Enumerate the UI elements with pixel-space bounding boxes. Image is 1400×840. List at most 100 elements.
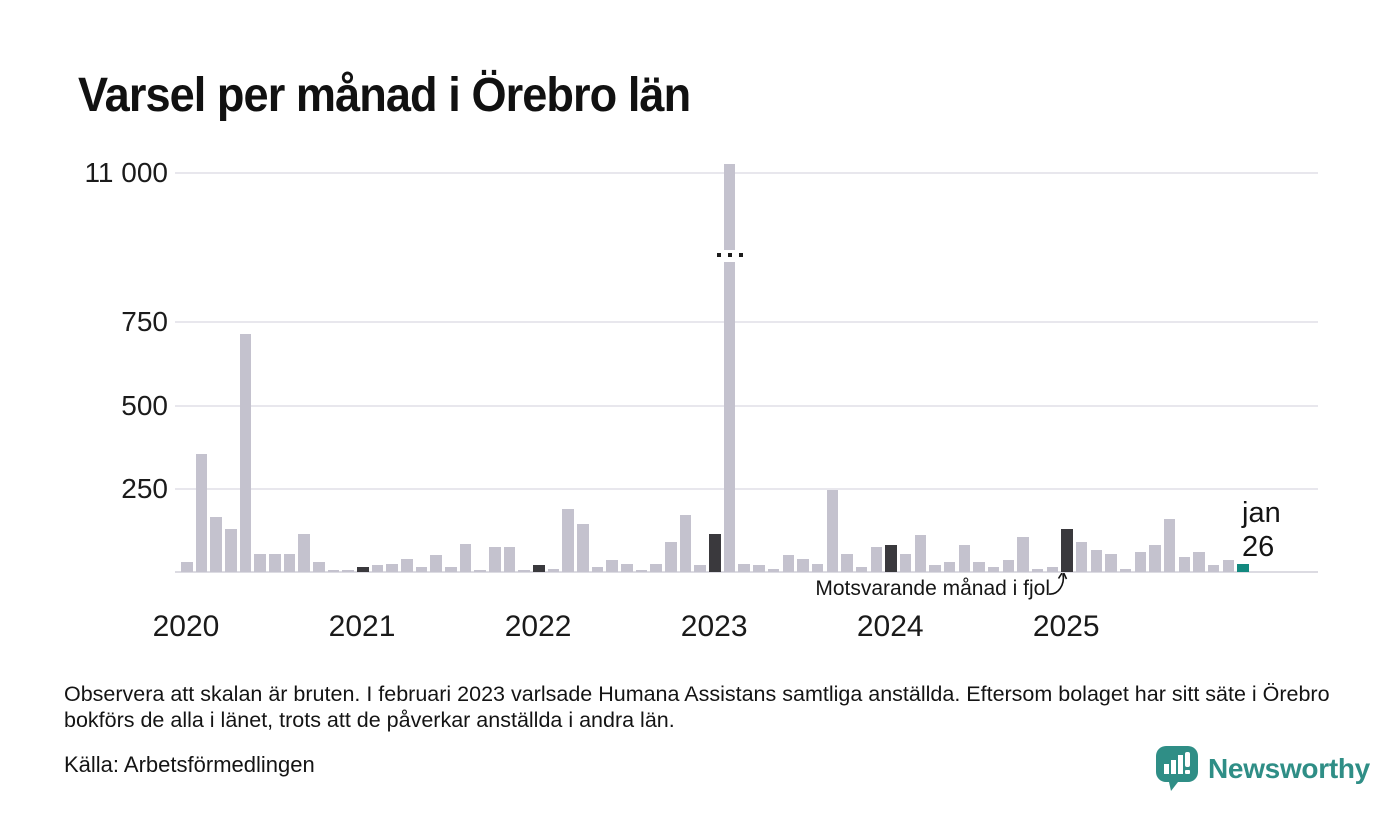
newsworthy-logo-icon — [1156, 746, 1198, 791]
bar-jun-2021 — [430, 555, 442, 572]
bar-dec-2025 — [1222, 560, 1235, 572]
bar-aug-2025 — [1163, 518, 1176, 572]
bar-sep-2025 — [1178, 557, 1191, 572]
bar-apr-2024 — [929, 565, 941, 572]
bar-jun-2022 — [606, 560, 618, 572]
bar-nov-2021 — [503, 547, 516, 572]
bar-okt-2023 — [841, 553, 853, 572]
bar-mar-2020 — [210, 517, 222, 572]
bar-jul-2022 — [621, 563, 633, 572]
bar-jan-2023 — [709, 533, 721, 572]
bar-aug-2022 — [635, 570, 648, 572]
bar-sep-2022 — [650, 563, 662, 572]
bar-apr-2025 — [1105, 553, 1117, 572]
bar-feb-2023-upper — [723, 164, 736, 250]
y-axis-tick-label: 250 — [121, 472, 168, 504]
bar-jul-2023 — [797, 558, 809, 572]
bar-feb-2023-lower — [723, 262, 736, 572]
bar-mar-2023 — [738, 563, 750, 572]
y-gridline — [175, 487, 1318, 490]
bar-okt-2020 — [313, 562, 325, 572]
bar-nov-2022 — [679, 515, 692, 572]
bar-sep-2021 — [474, 570, 486, 572]
current-month-label-line2: 26 — [1242, 531, 1275, 563]
bar-sep-2024 — [1002, 560, 1015, 572]
bar-apr-2020 — [225, 528, 237, 572]
bar-maj-2021 — [415, 567, 428, 572]
bar-apr-2023 — [753, 565, 765, 572]
x-axis-line — [175, 571, 1318, 573]
bar-nov-2024 — [1031, 568, 1044, 572]
bar-nov-2020 — [327, 570, 340, 572]
bar-jul-2024 — [973, 562, 985, 572]
axis-break-dots — [716, 253, 721, 257]
bar-dec-2021 — [518, 570, 530, 572]
axis-break-dots — [738, 253, 743, 257]
bar-jul-2021 — [445, 567, 457, 572]
bar-jan-2026 — [1237, 563, 1249, 572]
bar-okt-2025 — [1193, 552, 1205, 572]
x-axis-year-label: 2023 — [680, 610, 748, 643]
x-axis-year-label: 2024 — [856, 610, 924, 643]
bar-jan-2021 — [357, 567, 369, 572]
bar-jun-2025 — [1134, 552, 1147, 572]
y-axis-tick-label: 500 — [121, 389, 168, 421]
bar-aug-2020 — [283, 553, 296, 572]
bar-aug-2023 — [811, 563, 824, 572]
bar-feb-2025 — [1075, 542, 1088, 572]
y-gridline — [175, 321, 1318, 324]
branding-wordmark: Newsworthy — [1208, 752, 1370, 784]
bar-apr-2022 — [577, 523, 589, 572]
page-title: Varsel per månad i Örebro län — [78, 69, 691, 122]
bar-mar-2021 — [386, 563, 398, 572]
branding: Newsworthy — [1155, 745, 1370, 792]
current-month-label-line1: jan — [1242, 497, 1281, 529]
source-text: Källa: Arbetsförmedlingen — [64, 752, 315, 777]
bar-jul-2025 — [1149, 545, 1161, 572]
x-axis-year-label: 2021 — [328, 610, 396, 643]
y-gridline — [175, 404, 1318, 407]
bar-nov-2025 — [1207, 565, 1220, 572]
bar-feb-2022 — [547, 568, 560, 572]
bar-jun-2023 — [782, 555, 794, 572]
footnote-text: Observera att skalan är bruten. I februa… — [64, 682, 1330, 732]
bar-jun-2020 — [254, 553, 266, 572]
bar-feb-2021 — [371, 565, 384, 572]
bar-jul-2020 — [269, 553, 281, 572]
x-axis-year-label: 2020 — [152, 610, 220, 643]
bar-sep-2020 — [298, 533, 310, 572]
bar-maj-2025 — [1119, 568, 1132, 572]
bar-aug-2021 — [459, 543, 472, 572]
bar-mar-2022 — [562, 508, 574, 572]
bar-maj-2020 — [239, 333, 252, 572]
bar-dec-2023 — [870, 547, 883, 572]
x-axis-year-label: 2022 — [504, 610, 572, 643]
bar-nov-2023 — [855, 567, 868, 572]
bar-sep-2023 — [826, 490, 839, 572]
bar-dec-2020 — [342, 570, 354, 572]
bar-feb-2024 — [899, 553, 912, 572]
axis-break-dots — [727, 253, 732, 257]
bar-feb-2020 — [195, 453, 208, 572]
y-gridline — [175, 172, 1318, 174]
bar-jan-2020 — [181, 562, 193, 572]
annotation-arrow-icon — [1048, 569, 1068, 595]
bar-maj-2023 — [767, 568, 780, 572]
bar-jan-2022 — [533, 565, 545, 572]
bar-jun-2024 — [958, 545, 971, 572]
compare-annotation-label: Motsvarande månad i fjol — [815, 577, 1050, 600]
bar-dec-2024 — [1046, 567, 1059, 572]
bar-mar-2025 — [1090, 550, 1103, 572]
bar-jan-2024 — [885, 545, 897, 572]
bar-aug-2024 — [987, 567, 1000, 572]
bar-maj-2024 — [943, 562, 956, 572]
bar-dec-2022 — [694, 565, 706, 572]
bar-okt-2024 — [1017, 537, 1029, 572]
y-axis-tick-label: 11 000 — [84, 157, 168, 188]
x-axis-year-label: 2025 — [1032, 610, 1100, 643]
bar-jan-2025 — [1061, 528, 1073, 572]
bar-okt-2022 — [665, 542, 677, 572]
bar-apr-2021 — [401, 558, 413, 572]
bar-okt-2021 — [489, 547, 501, 572]
